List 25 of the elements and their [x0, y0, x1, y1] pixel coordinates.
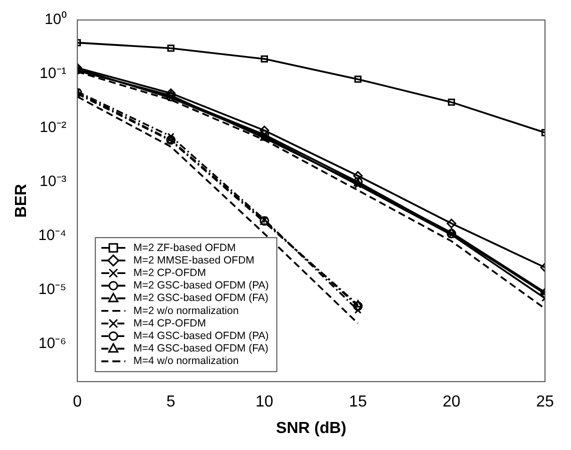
y-tick-label: 10⁻⁶: [38, 335, 66, 352]
legend-label: M=2 MMSE-based OFDM: [133, 254, 254, 266]
legend-label: M=2 w/o normalization: [133, 304, 239, 317]
y-tick-label: 10⁻¹: [40, 65, 66, 82]
legend-label: M=2 ZF-based OFDM: [133, 242, 236, 254]
legend-label: M=4 CP-OFDM: [133, 317, 206, 330]
x-tick-label: 10: [256, 394, 274, 411]
legend-label: M=4 w/o normalization: [133, 355, 239, 368]
legend-label: M=2 CP-OFDM: [133, 266, 206, 279]
legend-label: M=2 GSC-based OFDM (PA): [133, 280, 269, 292]
x-tick-label: 25: [536, 394, 554, 411]
x-tick-label: 20: [442, 394, 460, 411]
legend-label: M=4 GSC-based OFDM (FA): [133, 342, 268, 355]
y-tick-label: 10⁻³: [40, 173, 66, 190]
x-tick-label: 0: [72, 394, 82, 411]
y-tick-label: 10⁰: [44, 11, 66, 28]
x-axis-title: SNR (dB): [276, 420, 346, 437]
y-tick-label: 10⁻²: [40, 119, 66, 136]
legend-label: M=2 GSC-based OFDM (FA): [133, 292, 268, 304]
x-tick-label: 15: [349, 394, 367, 411]
legend-label: M=4 GSC-based OFDM (PA): [133, 330, 269, 342]
x-tick-label: 5: [166, 394, 176, 411]
y-tick-label: 10⁻⁵: [38, 281, 66, 298]
y-axis-title: BER: [13, 183, 30, 218]
y-tick-label: 10⁻⁴: [38, 227, 66, 244]
